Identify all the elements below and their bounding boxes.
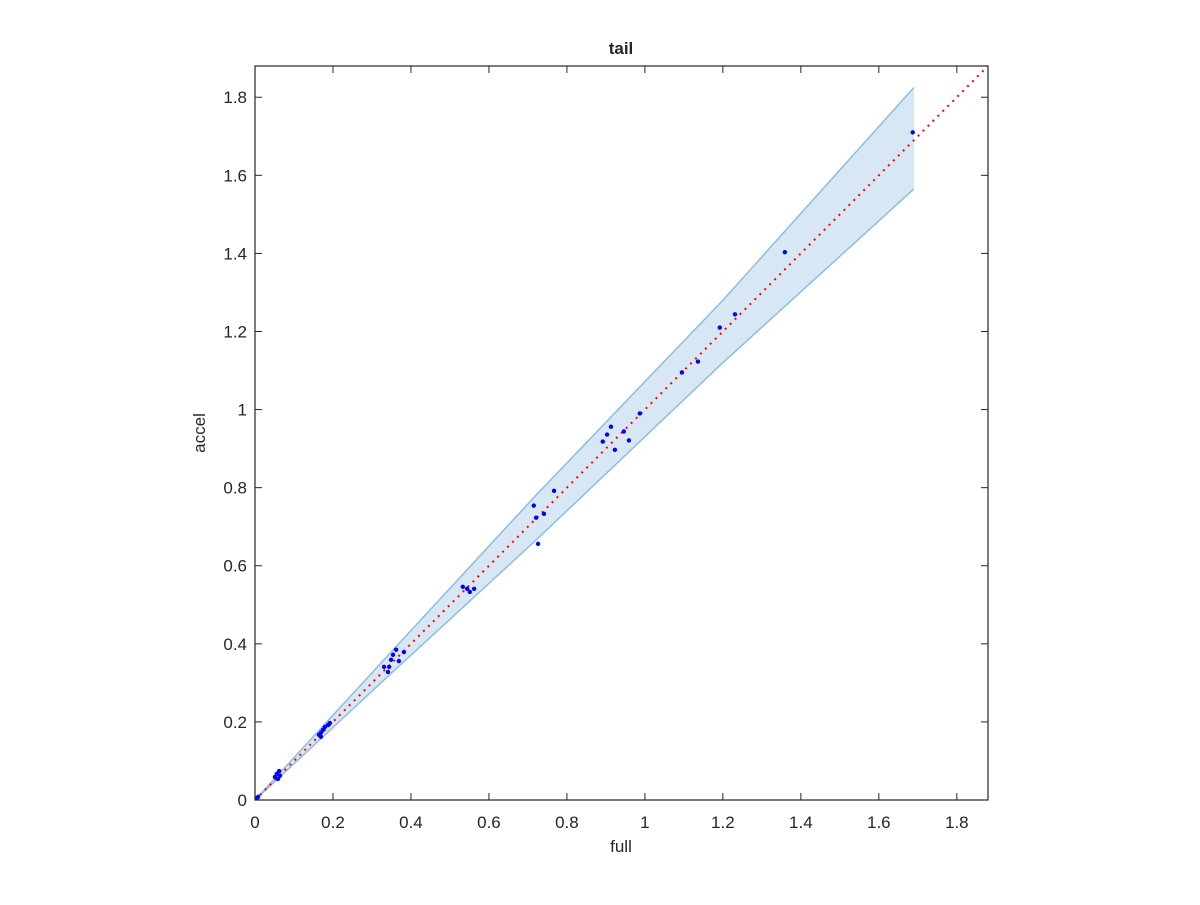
x-tick-label: 1.2 xyxy=(711,813,735,832)
point xyxy=(386,664,392,670)
y-tick-label: 1.2 xyxy=(223,322,247,341)
point xyxy=(551,488,557,493)
chart-title: tail xyxy=(609,39,634,58)
x-tick-label: 0.4 xyxy=(399,813,423,832)
y-axis-label: accel xyxy=(190,413,209,453)
point xyxy=(535,541,541,547)
y-tick-label: 1.4 xyxy=(223,244,247,263)
reference-line xyxy=(254,65,989,801)
point xyxy=(541,511,547,517)
point xyxy=(608,424,614,429)
y-tick-label: 1.6 xyxy=(223,166,247,185)
point xyxy=(385,669,391,675)
point xyxy=(533,515,539,520)
point xyxy=(396,658,402,664)
x-axis-label: full xyxy=(610,837,632,856)
point xyxy=(626,438,632,443)
y-tick-label: 0.4 xyxy=(223,635,247,654)
point xyxy=(717,325,722,330)
point xyxy=(393,647,399,652)
point xyxy=(467,589,473,595)
point xyxy=(679,370,685,375)
x-tick-label: 1.4 xyxy=(789,813,813,832)
point xyxy=(531,503,536,508)
y-tick-label: 0.8 xyxy=(223,479,247,498)
point xyxy=(318,734,324,739)
plot-frame xyxy=(254,65,989,801)
point xyxy=(390,652,396,657)
point xyxy=(695,359,701,364)
x-tick-label: 0 xyxy=(250,813,259,832)
x-tick-label: 1 xyxy=(640,813,649,832)
point xyxy=(276,768,282,774)
point xyxy=(732,312,738,317)
point xyxy=(604,432,610,437)
point xyxy=(381,664,387,670)
point xyxy=(255,794,261,800)
point xyxy=(327,720,333,726)
x-tick-label: 0.2 xyxy=(321,813,345,832)
x-tick-label: 0.8 xyxy=(555,813,579,832)
band-edge xyxy=(254,188,915,801)
point xyxy=(621,429,627,434)
point xyxy=(401,649,407,655)
point xyxy=(782,250,788,255)
y-tick-label: 1 xyxy=(238,401,247,420)
point xyxy=(600,439,605,444)
point xyxy=(471,586,477,591)
y-tick-label: 1.8 xyxy=(223,88,247,107)
point xyxy=(637,411,643,416)
point xyxy=(910,130,915,135)
point xyxy=(275,776,281,782)
point xyxy=(460,584,466,590)
point xyxy=(388,657,394,663)
y-tick-label: 0 xyxy=(238,791,247,810)
x-tick-label: 0.6 xyxy=(477,813,501,832)
point xyxy=(612,447,618,452)
y-tick-label: 0.2 xyxy=(223,713,247,732)
x-tick-label: 1.6 xyxy=(867,813,891,832)
band-edge xyxy=(254,86,915,801)
x-tick-label: 1.8 xyxy=(945,813,969,832)
point xyxy=(464,586,470,591)
y-tick-label: 0.6 xyxy=(223,557,247,576)
